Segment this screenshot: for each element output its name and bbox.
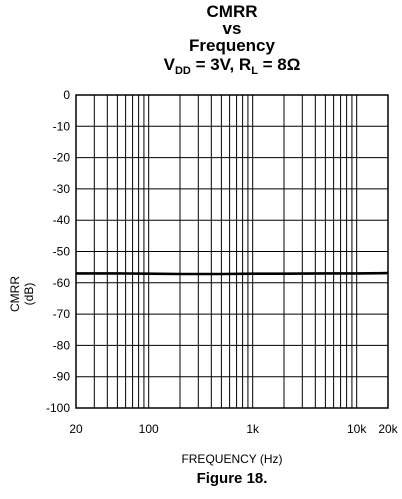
x-tick-label: 10k [347,422,367,436]
x-tick-label: 20 [69,422,83,436]
y-tick-label: -30 [53,182,71,196]
series-line-cmrr [76,271,389,276]
chart-title-line3: Frequency [189,36,275,55]
x-tick-label: 20k [378,422,398,436]
chart-title-conditions: VDD = 3V, RL = 8Ω [75,56,389,80]
y-tick-label: -20 [53,151,71,165]
y-axis-label: CMRR (dB) [8,276,36,312]
cond-v: V [163,55,175,74]
plot-frame [75,94,389,409]
y-tick-label: 0 [63,88,70,102]
y-tick-label: -50 [53,245,71,259]
y-tick-label: -10 [53,119,71,133]
chart-title-line1: CMRR [206,2,258,21]
cond-v-sub: DD [174,65,191,77]
figure-caption: Figure 18. [196,470,268,487]
y-tick-label: -70 [53,307,71,321]
x-tick-label: 100 [139,422,159,436]
y-tick-label: -80 [53,338,71,352]
cond-v-rest: = 3V, R [190,55,252,74]
y-tick-label: -100 [46,401,70,415]
cond-r-sub: L [251,65,258,77]
y-tick-label: -60 [53,276,71,290]
chart-title-line2: vs [222,19,242,38]
y-tick-label: -90 [53,370,71,384]
y-tick-label: -40 [53,213,71,227]
cond-r-rest: = 8Ω [257,55,301,74]
x-tick-label: 1k [246,422,260,436]
x-axis-label: FREQUENCY (Hz) [181,452,283,466]
